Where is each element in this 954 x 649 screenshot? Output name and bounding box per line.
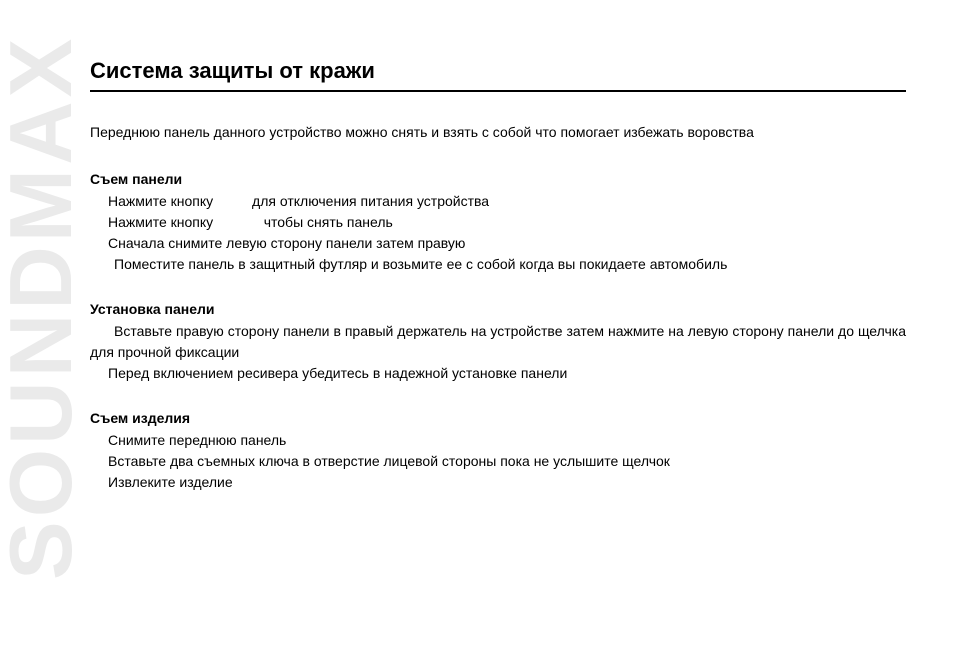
- section-heading: Съем панели: [90, 171, 906, 187]
- section-line-text: Поместите панель в защитный футляр и воз…: [114, 256, 727, 272]
- brand-watermark: SOUNDMAX: [0, 35, 92, 580]
- section-heading: Установка панели: [90, 301, 906, 317]
- section-line: Поместите панель в защитный футляр и воз…: [90, 254, 906, 275]
- section-remove-panel: Съем панели Нажмите кнопку для отключени…: [90, 171, 906, 275]
- section-line: Снимите переднюю панель: [90, 430, 906, 451]
- section-line: Нажмите кнопку для отключения питания ус…: [90, 191, 906, 212]
- section-line: Нажмите кнопку чтобы снять панель: [90, 212, 906, 233]
- section-line: Извлеките изделие: [90, 472, 906, 493]
- section-remove-unit: Съем изделия Снимите переднюю панель Вст…: [90, 410, 906, 493]
- page-title: Система защиты от кражи: [90, 58, 906, 92]
- page-content: Система защиты от кражи Переднюю панель …: [90, 58, 906, 519]
- section-line: Вставьте два съемных ключа в отверстие л…: [90, 451, 906, 472]
- section-heading: Съем изделия: [90, 410, 906, 426]
- intro-paragraph: Переднюю панель данного устройство можно…: [90, 122, 906, 143]
- section-line: Перед включением ресивера убедитесь в на…: [90, 363, 906, 384]
- section-line: Сначала снимите левую сторону панели зат…: [90, 233, 906, 254]
- section-install-panel: Установка панели Вставьте правую сторону…: [90, 301, 906, 384]
- section-line: Вставьте правую сторону панели в правый …: [90, 321, 906, 363]
- section-line-text: Вставьте правую сторону панели в правый …: [90, 323, 906, 360]
